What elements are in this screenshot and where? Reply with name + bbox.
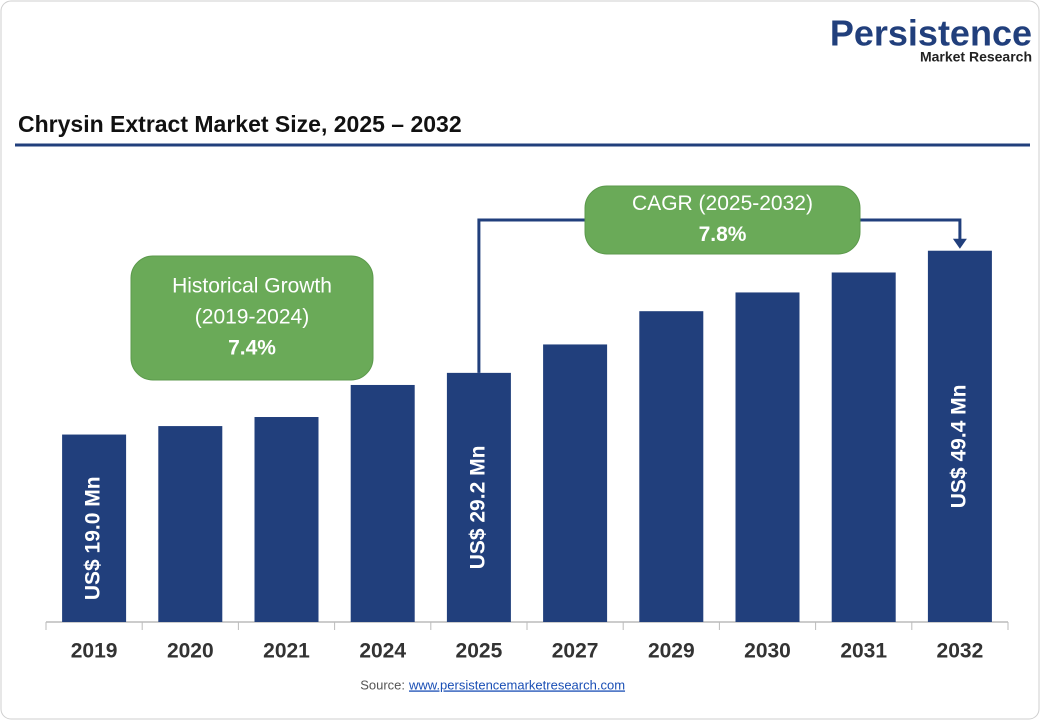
source-label: Source: [360,677,405,692]
x-tick-label: 2030 [744,640,791,663]
cagr-box [584,185,861,255]
cagr-value: 7.8% [699,223,747,246]
value-label: US$ 29.2 Mn [466,446,489,570]
bar [831,272,896,622]
historical-value: 7.4% [228,337,276,360]
brand-name: Persistence [830,13,1032,54]
x-tick-label: 2027 [552,640,599,663]
chart-title: Chrysin Extract Market Size, 2025 – 2032 [18,111,462,137]
historical-box [130,255,374,381]
bar [446,372,511,622]
bar [735,292,800,622]
historical-label: (2019-2024) [195,306,309,329]
bar [927,250,992,623]
bar [254,417,319,622]
bar [350,384,415,622]
source-link[interactable]: www.persistencemarketresearch.com [408,677,625,692]
value-label: US$ 49.4 Mn [947,385,970,509]
bar [158,426,223,622]
x-tick-label: 2029 [648,640,695,663]
bar [543,344,608,622]
x-tick-label: 2032 [937,640,984,663]
x-tick-label: 2031 [840,640,887,663]
bar [639,311,704,622]
value-label: US$ 19.0 Mn [82,476,105,600]
cagr-label: CAGR (2025-2032) [632,192,813,215]
x-tick-label: 2019 [71,640,118,663]
cagr-arrow [952,238,967,249]
x-tick-label: 2024 [359,640,406,663]
x-tick-label: 2020 [167,640,214,663]
bar [62,434,127,622]
historical-label: Historical Growth [172,275,332,298]
x-tick-label: 2025 [456,640,503,663]
x-tick-label: 2021 [263,640,310,663]
brand-tagline: Market Research [920,49,1032,65]
